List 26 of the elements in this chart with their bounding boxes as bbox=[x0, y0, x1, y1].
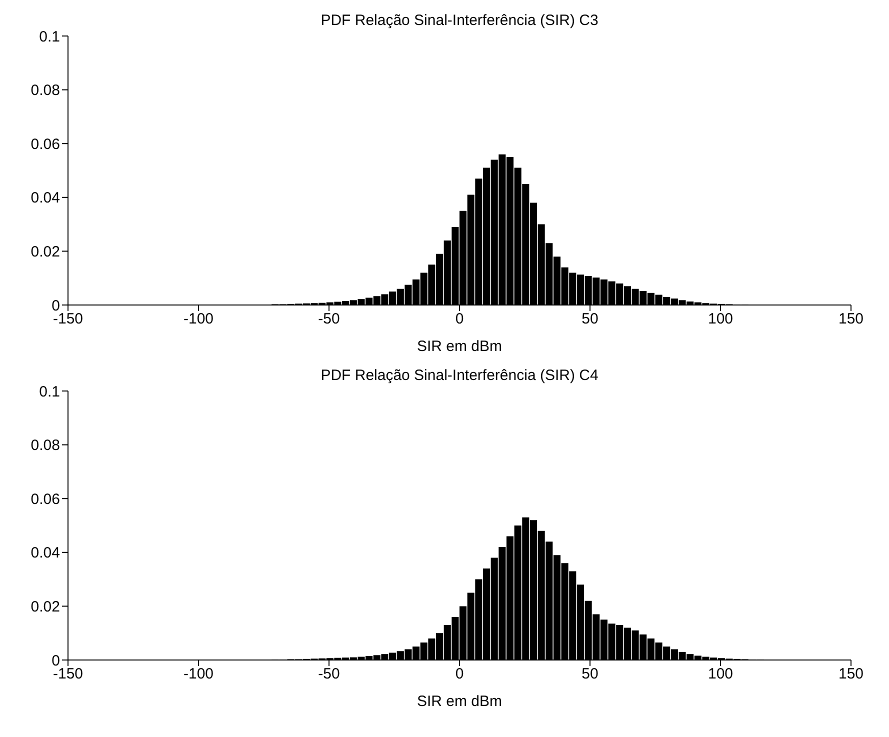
y-tick-label: 0.04 bbox=[30, 190, 60, 207]
x-tick-label: 50 bbox=[582, 666, 598, 683]
x-tick-label: 150 bbox=[838, 310, 864, 328]
y-tick-label: 0.08 bbox=[30, 82, 60, 100]
x-tick-label: 0 bbox=[455, 310, 464, 328]
y-tick-label: 0.06 bbox=[30, 136, 60, 153]
x-tick-label: 100 bbox=[708, 310, 734, 328]
x-tick-label: -50 bbox=[318, 666, 340, 683]
x-tick-label: -100 bbox=[183, 666, 214, 683]
y-tick-label: 0.04 bbox=[30, 544, 60, 562]
y-tick-label: 0.08 bbox=[30, 437, 60, 454]
chart-title: PDF Relação Sinal-Interferência (SIR) C3 bbox=[320, 12, 600, 29]
x-tick-label: -100 bbox=[183, 310, 214, 328]
y-tick-label: 0.02 bbox=[30, 244, 60, 261]
chart-title: PDF Relação Sinal-Interferência (SIR) C4 bbox=[320, 367, 600, 384]
y-tick-label: 0.1 bbox=[39, 383, 60, 400]
y-tick-label: 0.1 bbox=[39, 28, 60, 46]
x-tick-label: 50 bbox=[582, 310, 598, 328]
x-tick-label: 100 bbox=[708, 666, 734, 683]
y-tick-label: 0.06 bbox=[30, 490, 60, 508]
x-tick-label: -50 bbox=[318, 310, 340, 328]
x-tick-label: 0 bbox=[455, 666, 464, 683]
x-axis-title: SIR em dBm bbox=[416, 338, 502, 355]
x-axis-title: SIR em dBm bbox=[416, 693, 502, 710]
y-tick-label: 0.02 bbox=[30, 598, 60, 616]
x-tick-label: 150 bbox=[838, 666, 864, 683]
